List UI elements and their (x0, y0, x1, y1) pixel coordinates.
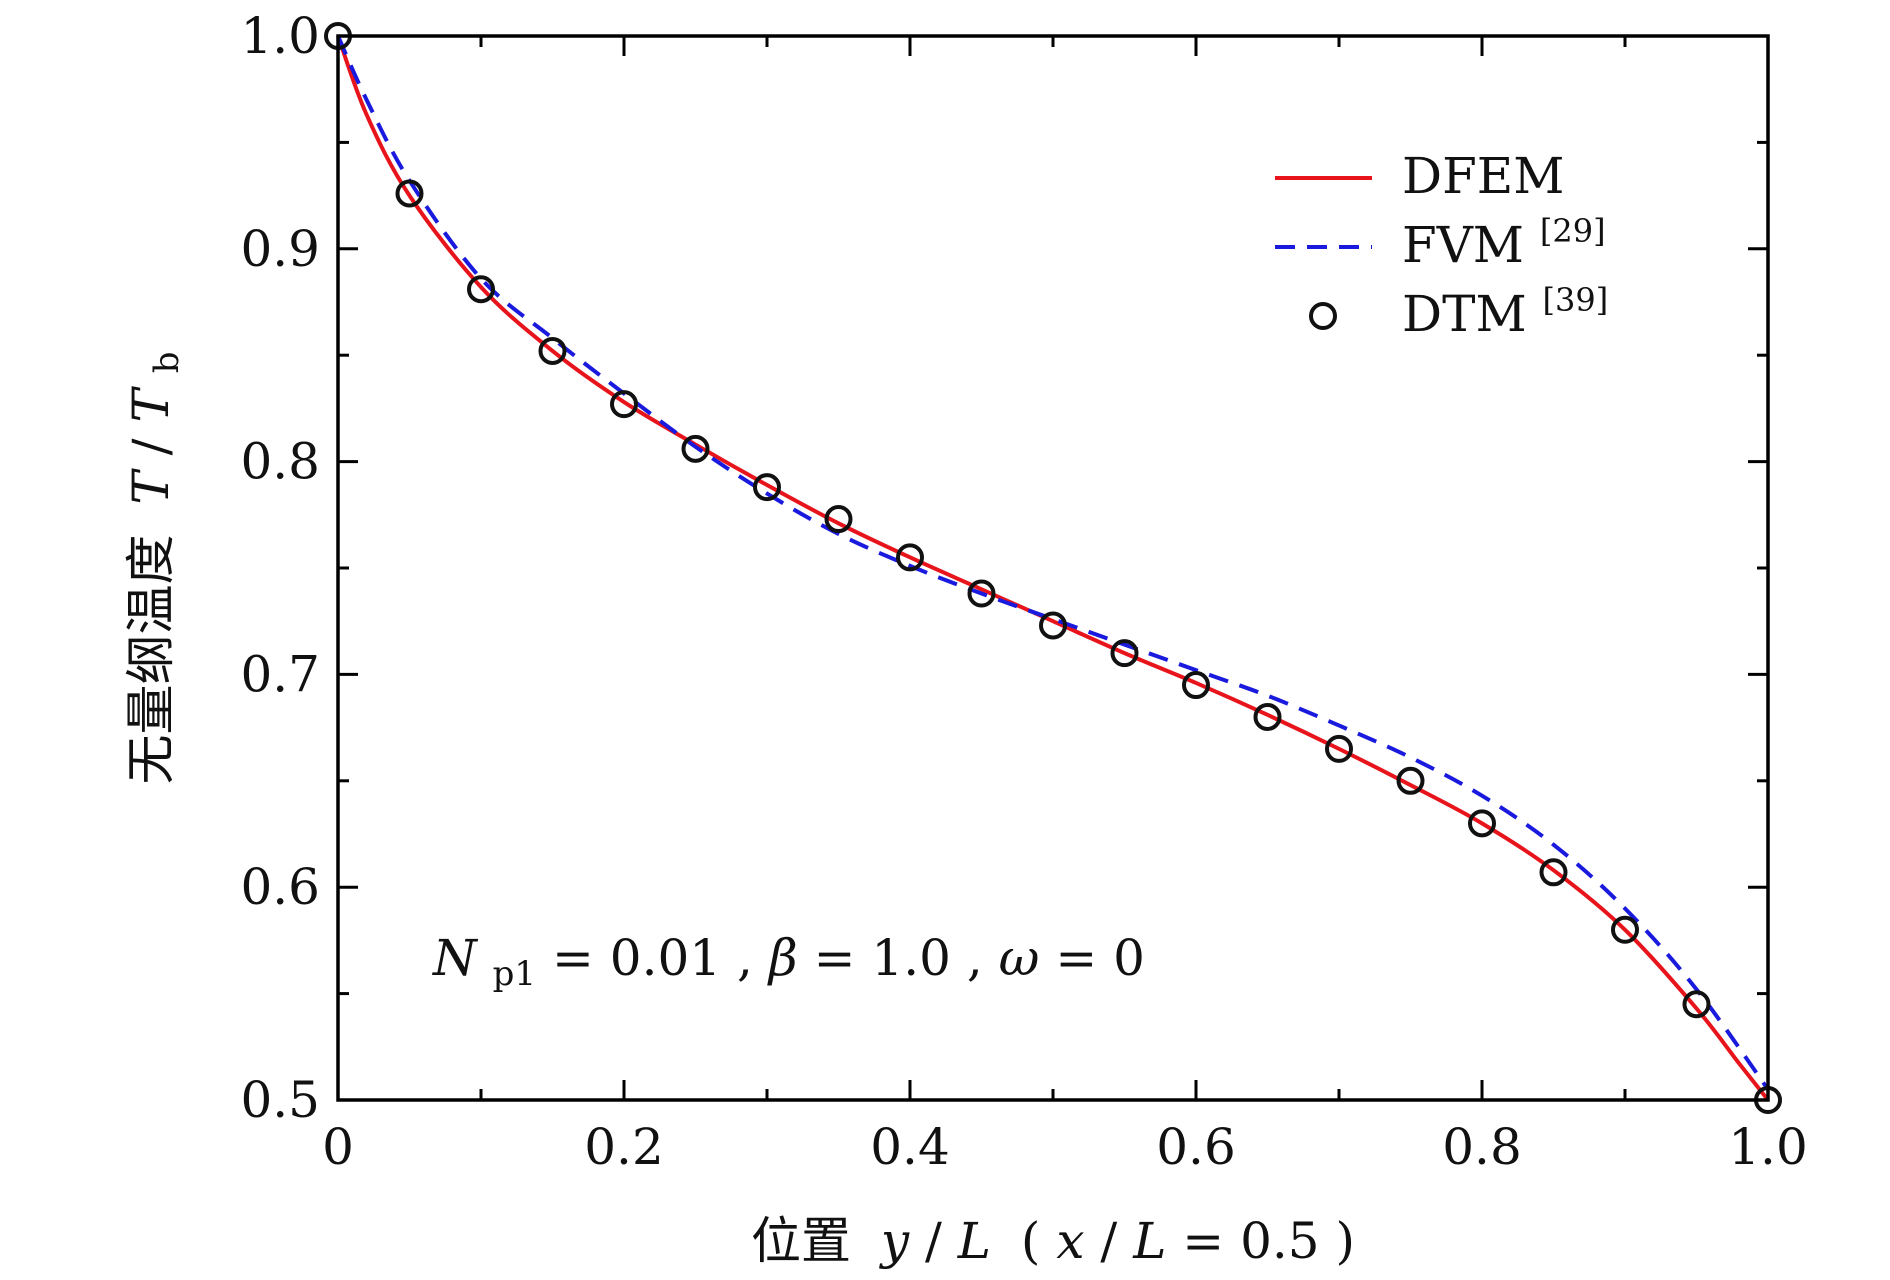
series-dtm-point (467, 275, 495, 304)
x-tick-label: 1.0 (1728, 1118, 1808, 1176)
series-dtm-point (1182, 671, 1210, 700)
legend-label-fvm: FVM [29] (1402, 212, 1606, 274)
series-dtm-point (1253, 702, 1282, 731)
annotation-beta-eq: = (814, 929, 872, 987)
series-dtm-point (1468, 809, 1496, 838)
series-dtm-point (1325, 734, 1353, 763)
legend-label-dfem: DFEM (1402, 147, 1564, 205)
annotation-beta-var: β (767, 929, 798, 987)
series-dtm-point (1611, 915, 1639, 944)
legend: DFEM FVM [29] DTM [39] (1275, 147, 1608, 343)
y-axis-title-slash: / (122, 438, 180, 455)
x-axis-title-cond-var: x (1056, 1212, 1084, 1270)
series-dtm-point (1396, 766, 1425, 795)
y-axis-title-prefix: 无量纲温度 (122, 534, 180, 784)
series-dtm-point (1039, 611, 1067, 640)
x-axis-title-slash: / (925, 1212, 942, 1270)
annotation-omega-var: ω (999, 929, 1040, 987)
plot-frame (336, 34, 1770, 1102)
y-tick-label: 1.0 (240, 7, 320, 65)
y-tick-label: 0.9 (240, 220, 320, 278)
y-tick-label: 0.8 (240, 433, 320, 491)
series-dtm-point (538, 336, 567, 365)
series-layer (324, 22, 1782, 1114)
x-tick-label: 0.8 (1442, 1118, 1522, 1176)
x-axis-title-cond-denom: L (1132, 1212, 1166, 1270)
x-axis-title-cond-close: ) (1336, 1212, 1356, 1270)
annotation-omega-value: 0 (1113, 929, 1145, 987)
legend-label-dfem-name: DFEM (1402, 147, 1564, 205)
series-dtm-point (681, 434, 710, 463)
series-dtm-point (824, 505, 853, 534)
ticks-layer: 0 0.2 0.4 0.6 0.8 1.0 0.5 0.6 0.7 0.8 0.9 1.0 (240, 7, 1807, 1176)
x-axis-title-prefix: 位置 (751, 1212, 851, 1270)
y-axis-title: 无量纲温度 T / T b (122, 352, 187, 785)
y-axis-title-denom: T (122, 386, 180, 423)
x-tick-label: 0 (322, 1118, 354, 1176)
series-fvm-line (336, 35, 1770, 1091)
legend-label-dtm: DTM [39] (1402, 281, 1608, 343)
series-dtm-point (967, 579, 996, 608)
parameter-annotation: N p1 = 0.01 , β = 1.0 , ω = 0 (432, 929, 1145, 997)
series-dtm-point (395, 179, 424, 208)
annotation-n-var: N (432, 929, 479, 987)
x-axis-title-cond-eq: = (1182, 1212, 1240, 1270)
x-axis-title-var: y (879, 1212, 910, 1270)
series-dtm-point (896, 543, 924, 572)
series-dtm-point (1682, 990, 1711, 1019)
legend-label-dtm-ref: [39] (1543, 281, 1609, 319)
x-tick-label: 0.6 (1156, 1118, 1236, 1176)
annotation-n-eq: = (552, 929, 610, 987)
y-tick-label: 0.6 (240, 858, 320, 916)
series-dtm-point (1539, 858, 1568, 887)
x-axis-title-cond-value: 0.5 (1240, 1212, 1320, 1270)
x-tick-label: 0.4 (870, 1118, 950, 1176)
x-axis-title-denom: L (957, 1212, 991, 1270)
x-axis-title: 位置 y / L ( x / L = 0.5 ) (751, 1212, 1355, 1270)
y-axis-title-denom-sub: b (147, 352, 187, 374)
y-tick-label: 0.5 (240, 1071, 320, 1129)
x-axis-title-cond-slash: / (1100, 1212, 1117, 1270)
legend-sample-dtm (1309, 302, 1337, 330)
series-dtm-point (610, 390, 638, 419)
annotation-n-value: 0.01 (610, 929, 721, 987)
x-tick-label: 0.2 (584, 1118, 664, 1176)
annotation-sep-1: , (737, 929, 769, 987)
annotation-sep-2: , (967, 929, 999, 987)
y-axis-title-var: T (122, 468, 180, 505)
legend-label-fvm-name: FVM (1402, 216, 1524, 274)
legend-label-fvm-ref: [29] (1540, 212, 1606, 250)
annotation-n-sub: p1 (493, 954, 536, 994)
annotation-beta-value: 1.0 (871, 929, 951, 987)
series-dtm-point (1110, 639, 1139, 668)
x-axis-title-cond-open: ( (1021, 1212, 1041, 1270)
legend-label-dtm-name: DTM (1402, 285, 1527, 343)
series-dtm-point (753, 473, 781, 502)
annotation-omega-eq: = (1055, 929, 1113, 987)
y-tick-label: 0.7 (240, 645, 320, 703)
